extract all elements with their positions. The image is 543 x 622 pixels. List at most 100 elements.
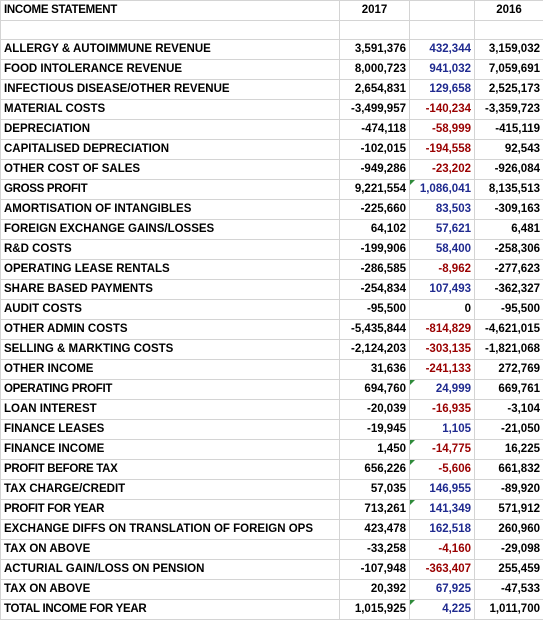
value-2017-cell[interactable]: 20,392 bbox=[339, 579, 410, 600]
column-header-2017[interactable]: 2017 bbox=[339, 0, 410, 21]
row-label-cell[interactable]: OTHER ADMIN COSTS bbox=[0, 319, 340, 340]
row-label-cell[interactable]: ACTURIAL GAIN/LOSS ON PENSION bbox=[0, 559, 340, 580]
value-2017-cell[interactable]: -33,258 bbox=[339, 539, 410, 560]
value-2017-cell[interactable]: -199,906 bbox=[339, 239, 410, 260]
variance-cell[interactable]: -303,135 bbox=[409, 339, 475, 360]
variance-cell[interactable]: 0 bbox=[409, 299, 475, 320]
value-2017-cell[interactable]: 64,102 bbox=[339, 219, 410, 240]
variance-cell[interactable]: 83,503 bbox=[409, 199, 475, 220]
value-2017-cell[interactable]: -102,015 bbox=[339, 139, 410, 160]
row-label-cell[interactable]: AMORTISATION OF INTANGIBLES bbox=[0, 199, 340, 220]
row-label-cell[interactable]: SHARE BASED PAYMENTS bbox=[0, 279, 340, 300]
value-2016-cell[interactable]: 16,225 bbox=[474, 439, 543, 460]
row-label-cell[interactable]: OTHER INCOME bbox=[0, 359, 340, 380]
empty-cell[interactable] bbox=[474, 20, 543, 40]
row-label-cell[interactable]: R&D COSTS bbox=[0, 239, 340, 260]
variance-cell[interactable]: -241,133 bbox=[409, 359, 475, 380]
row-label-cell[interactable]: OTHER COST OF SALES bbox=[0, 159, 340, 180]
value-2017-cell[interactable]: -225,660 bbox=[339, 199, 410, 220]
variance-cell[interactable]: 4,225 bbox=[409, 599, 475, 620]
value-2017-cell[interactable]: -20,039 bbox=[339, 399, 410, 420]
value-2017-cell[interactable]: -949,286 bbox=[339, 159, 410, 180]
sheet-title[interactable]: INCOME STATEMENT bbox=[0, 0, 340, 21]
variance-cell[interactable]: -194,558 bbox=[409, 139, 475, 160]
row-label-cell[interactable]: SELLING & MARKTING COSTS bbox=[0, 339, 340, 360]
comment-indicator-icon[interactable] bbox=[410, 380, 415, 385]
row-label-cell[interactable]: INFECTIOUS DISEASE/OTHER REVENUE bbox=[0, 79, 340, 100]
value-2017-cell[interactable]: 694,760 bbox=[339, 379, 410, 400]
variance-cell[interactable]: -4,160 bbox=[409, 539, 475, 560]
value-2017-cell[interactable]: -2,124,203 bbox=[339, 339, 410, 360]
comment-indicator-icon[interactable] bbox=[410, 500, 415, 505]
variance-cell[interactable]: -140,234 bbox=[409, 99, 475, 120]
value-2017-cell[interactable]: 57,035 bbox=[339, 479, 410, 500]
value-2017-cell[interactable]: 9,221,554 bbox=[339, 179, 410, 200]
empty-cell[interactable] bbox=[0, 20, 340, 40]
value-2016-cell[interactable]: -926,084 bbox=[474, 159, 543, 180]
value-2017-cell[interactable]: 2,654,831 bbox=[339, 79, 410, 100]
variance-cell[interactable]: 58,400 bbox=[409, 239, 475, 260]
value-2017-cell[interactable]: 1,015,925 bbox=[339, 599, 410, 620]
value-2016-cell[interactable]: -3,104 bbox=[474, 399, 543, 420]
value-2016-cell[interactable]: -29,098 bbox=[474, 539, 543, 560]
row-label-cell[interactable]: CAPITALISED DEPRECIATION bbox=[0, 139, 340, 160]
value-2016-cell[interactable]: -1,821,068 bbox=[474, 339, 543, 360]
value-2016-cell[interactable]: -415,119 bbox=[474, 119, 543, 140]
empty-cell[interactable] bbox=[339, 20, 410, 40]
row-label-cell[interactable]: GROSS PROFIT bbox=[0, 179, 340, 200]
value-2017-cell[interactable]: -254,834 bbox=[339, 279, 410, 300]
value-2016-cell[interactable]: 255,459 bbox=[474, 559, 543, 580]
value-2017-cell[interactable]: 8,000,723 bbox=[339, 59, 410, 80]
variance-cell[interactable]: -14,775 bbox=[409, 439, 475, 460]
row-label-cell[interactable]: PROFIT BEFORE TAX bbox=[0, 459, 340, 480]
value-2017-cell[interactable]: -286,585 bbox=[339, 259, 410, 280]
comment-indicator-icon[interactable] bbox=[410, 600, 415, 605]
row-label-cell[interactable]: DEPRECIATION bbox=[0, 119, 340, 140]
value-2016-cell[interactable]: -89,920 bbox=[474, 479, 543, 500]
row-label-cell[interactable]: FINANCE LEASES bbox=[0, 419, 340, 440]
row-label-cell[interactable]: ALLERGY & AUTOIMMUNE REVENUE bbox=[0, 39, 340, 60]
variance-cell[interactable]: 129,658 bbox=[409, 79, 475, 100]
value-2017-cell[interactable]: 713,261 bbox=[339, 499, 410, 520]
value-2016-cell[interactable]: 260,960 bbox=[474, 519, 543, 540]
value-2016-cell[interactable]: 2,525,173 bbox=[474, 79, 543, 100]
value-2017-cell[interactable]: 31,636 bbox=[339, 359, 410, 380]
row-label-cell[interactable]: TAX CHARGE/CREDIT bbox=[0, 479, 340, 500]
variance-cell[interactable]: -363,407 bbox=[409, 559, 475, 580]
variance-cell[interactable]: 107,493 bbox=[409, 279, 475, 300]
value-2016-cell[interactable]: 3,159,032 bbox=[474, 39, 543, 60]
value-2016-cell[interactable]: -277,623 bbox=[474, 259, 543, 280]
value-2017-cell[interactable]: 1,450 bbox=[339, 439, 410, 460]
value-2016-cell[interactable]: 8,135,513 bbox=[474, 179, 543, 200]
variance-cell[interactable]: -5,606 bbox=[409, 459, 475, 480]
value-2017-cell[interactable]: 3,591,376 bbox=[339, 39, 410, 60]
variance-cell[interactable]: -8,962 bbox=[409, 259, 475, 280]
comment-indicator-icon[interactable] bbox=[410, 460, 415, 465]
row-label-cell[interactable]: EXCHANGE DIFFS ON TRANSLATION OF FOREIGN… bbox=[0, 519, 340, 540]
value-2016-cell[interactable]: 92,543 bbox=[474, 139, 543, 160]
value-2017-cell[interactable]: -95,500 bbox=[339, 299, 410, 320]
value-2016-cell[interactable]: -21,050 bbox=[474, 419, 543, 440]
variance-cell[interactable]: 162,518 bbox=[409, 519, 475, 540]
row-label-cell[interactable]: TAX ON ABOVE bbox=[0, 579, 340, 600]
row-label-cell[interactable]: MATERIAL COSTS bbox=[0, 99, 340, 120]
variance-cell[interactable]: -23,202 bbox=[409, 159, 475, 180]
value-2016-cell[interactable]: 1,011,700 bbox=[474, 599, 543, 620]
value-2016-cell[interactable]: 7,059,691 bbox=[474, 59, 543, 80]
value-2017-cell[interactable]: -19,945 bbox=[339, 419, 410, 440]
value-2017-cell[interactable]: -5,435,844 bbox=[339, 319, 410, 340]
variance-cell[interactable]: -814,829 bbox=[409, 319, 475, 340]
value-2016-cell[interactable]: 669,761 bbox=[474, 379, 543, 400]
row-label-cell[interactable]: TOTAL INCOME FOR YEAR bbox=[0, 599, 340, 620]
value-2016-cell[interactable]: -3,359,723 bbox=[474, 99, 543, 120]
row-label-cell[interactable]: OPERATING PROFIT bbox=[0, 379, 340, 400]
variance-cell[interactable]: -16,935 bbox=[409, 399, 475, 420]
value-2016-cell[interactable]: -362,327 bbox=[474, 279, 543, 300]
row-label-cell[interactable]: LOAN INTEREST bbox=[0, 399, 340, 420]
variance-cell[interactable]: 941,032 bbox=[409, 59, 475, 80]
value-2017-cell[interactable]: -474,118 bbox=[339, 119, 410, 140]
row-label-cell[interactable]: AUDIT COSTS bbox=[0, 299, 340, 320]
variance-cell[interactable]: 57,621 bbox=[409, 219, 475, 240]
variance-cell[interactable]: 1,086,041 bbox=[409, 179, 475, 200]
value-2016-cell[interactable]: -95,500 bbox=[474, 299, 543, 320]
